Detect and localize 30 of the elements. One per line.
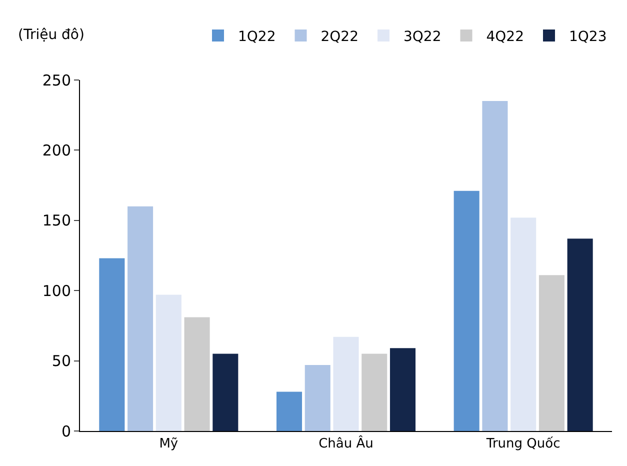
x-tick-label: Trung Quốc bbox=[485, 436, 560, 452]
bar bbox=[390, 348, 416, 431]
legend-label: 2Q22 bbox=[320, 28, 358, 45]
y-tick-label: 100 bbox=[42, 282, 71, 300]
legend-label: 1Q23 bbox=[569, 28, 607, 45]
y-tick-label: 250 bbox=[42, 71, 71, 90]
bar bbox=[567, 238, 593, 431]
legend-label: 1Q22 bbox=[238, 28, 276, 45]
bar bbox=[156, 294, 182, 431]
x-tick-label: Mỹ bbox=[159, 436, 178, 452]
bar bbox=[454, 190, 480, 431]
bar bbox=[276, 392, 302, 431]
bar bbox=[304, 365, 330, 431]
legend-label: 4Q22 bbox=[486, 28, 524, 45]
bar bbox=[333, 336, 359, 431]
y-axis-title: (Triệu đô) bbox=[18, 27, 84, 43]
x-tick-label: Châu Âu bbox=[318, 434, 374, 452]
bar bbox=[482, 101, 508, 431]
bar bbox=[99, 258, 125, 431]
y-tick-label: 50 bbox=[52, 352, 71, 370]
bar bbox=[510, 218, 536, 431]
bar bbox=[212, 354, 238, 431]
y-tick-label: 200 bbox=[42, 141, 71, 160]
y-tick-label: 0 bbox=[61, 422, 71, 440]
bar bbox=[538, 275, 564, 431]
bar bbox=[128, 206, 154, 431]
legend-label: 3Q22 bbox=[404, 28, 442, 45]
bar bbox=[184, 317, 210, 431]
bar bbox=[362, 354, 388, 431]
y-tick-label: 150 bbox=[42, 212, 71, 230]
